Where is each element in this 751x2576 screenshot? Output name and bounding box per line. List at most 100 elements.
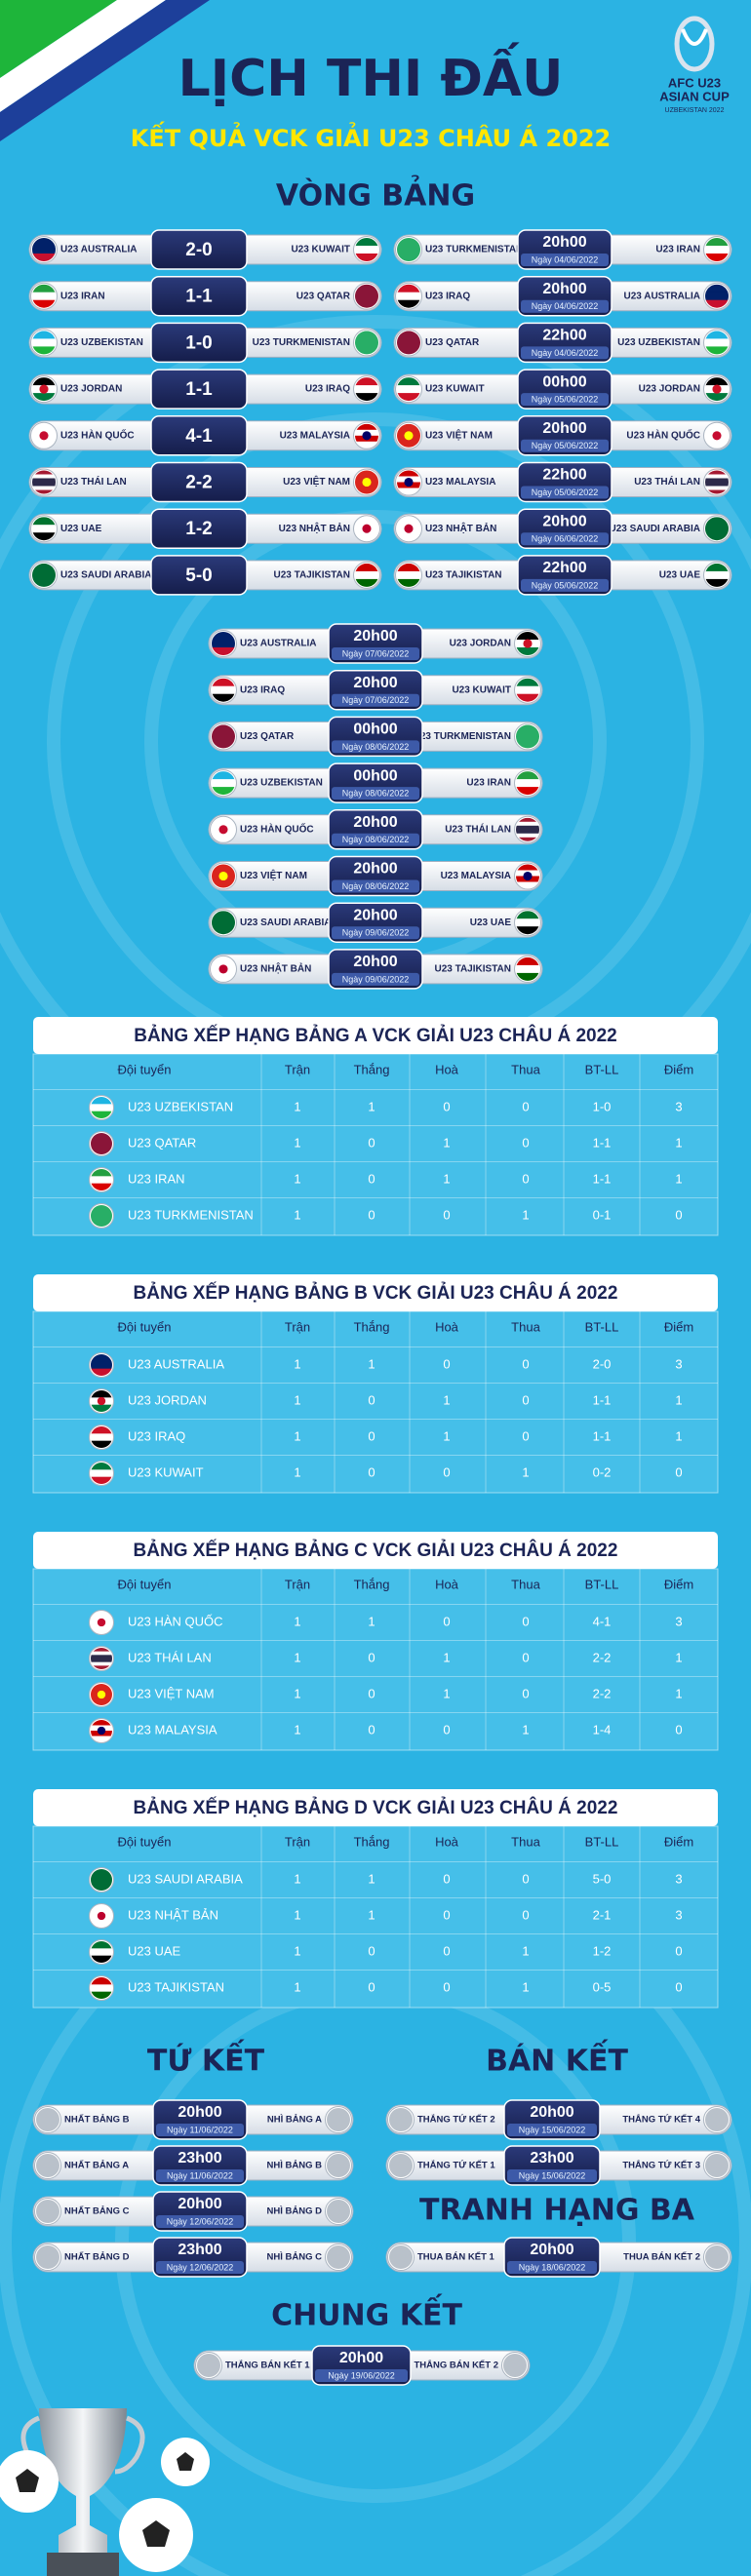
match-time: 20h00 — [353, 628, 397, 644]
column-header: BT-LL — [585, 1577, 619, 1591]
match-date: Ngày 11/06/2022 — [167, 2170, 233, 2180]
flag-stripe — [91, 1661, 112, 1666]
date-strip — [156, 2124, 244, 2136]
date-strip — [521, 346, 609, 360]
date-strip — [156, 2261, 244, 2274]
match-time: 20h00 — [542, 420, 586, 437]
match-time: 20h00 — [178, 2196, 221, 2212]
corner-stripes — [0, 0, 210, 141]
table-cell: 2-2 — [593, 1686, 612, 1700]
flag-stripe — [32, 517, 56, 526]
table-cell: 1 — [443, 1392, 450, 1407]
date-strip — [521, 532, 609, 546]
flag — [355, 423, 378, 448]
flag-stripe — [91, 1169, 112, 1177]
table-cell: 1-1 — [593, 1171, 612, 1186]
table-cell: 0 — [368, 1464, 375, 1479]
home-team: THẮNG BÁN KẾT 1 — [225, 2361, 310, 2371]
away-team: U23 THÁI LAN — [445, 822, 511, 835]
table-cell: 1 — [443, 1135, 450, 1150]
date-strip — [156, 2169, 244, 2182]
table-cell: 1 — [294, 1099, 300, 1113]
logo-line: ASIAN CUP — [659, 89, 730, 103]
table-cell: 1 — [522, 1722, 529, 1737]
away-team: U23 KUWAIT — [452, 684, 511, 695]
table-cell: 0 — [522, 1907, 529, 1922]
flag-stripe — [32, 346, 56, 355]
match: U23 UZBEKISTAN U23 TURKMENISTAN 1-0 — [28, 322, 382, 364]
match: U23 HÀN QUỐC U23 MALAYSIA 4-1 — [28, 415, 382, 456]
flag-stripe — [355, 246, 378, 254]
table-cell: 0 — [368, 1428, 375, 1443]
flag — [516, 771, 539, 796]
round-title: BÁN KẾT — [486, 2040, 628, 2079]
flag-stripe — [355, 284, 378, 308]
flag-stripe — [32, 338, 56, 347]
table-cell: 1 — [522, 1464, 529, 1479]
flag-stripe — [516, 881, 539, 888]
team-name: U23 TURKMENISTAN — [128, 1207, 254, 1222]
match: U23 VIỆT NAM U23 HÀN QUỐC 20h00 Ngày 05/06/… — [393, 415, 732, 456]
flag — [91, 1869, 112, 1891]
flag-stripe — [91, 1176, 112, 1185]
column-header: Trận — [285, 1577, 310, 1591]
flag-stripe — [516, 632, 539, 641]
table-cell: 0 — [675, 1464, 682, 1479]
table-cell: 2-0 — [593, 1356, 612, 1371]
away-team: NHÌ BẢNG B — [267, 2160, 323, 2171]
flag-stripe — [355, 254, 378, 261]
column-header: Điểm — [664, 1062, 693, 1076]
flag-stripe — [705, 377, 729, 386]
flag-placeholder — [327, 2200, 350, 2223]
flag-stripe — [705, 470, 729, 475]
flag — [355, 563, 378, 587]
away-team: U23 TAJIKISTAN — [273, 570, 350, 581]
section-title: VÒNG BẢNG — [276, 176, 475, 214]
column-header: Thua — [511, 1319, 540, 1334]
date-strip — [332, 787, 419, 800]
team-name: U23 KUWAIT — [128, 1464, 204, 1479]
flag — [516, 864, 539, 888]
match-time: 22h00 — [542, 328, 586, 344]
table-title-bar — [33, 1789, 718, 1826]
table-cell: 0 — [443, 1099, 450, 1113]
table-cell: 0 — [368, 1650, 375, 1664]
flag — [212, 911, 235, 935]
match-time: 20h00 — [530, 2242, 573, 2258]
table-cell: 1 — [443, 1428, 450, 1443]
away-team: U23 KUWAIT — [291, 245, 350, 255]
table-cell: 2-2 — [593, 1650, 612, 1664]
flag-placeholder — [197, 2354, 220, 2377]
table-cell: 0 — [522, 1099, 529, 1113]
flag — [516, 817, 539, 841]
flag-stripe — [91, 1469, 112, 1478]
table-cell: 0 — [675, 1722, 682, 1737]
flag-stripe — [705, 346, 729, 355]
flag-stripe — [91, 1720, 112, 1726]
table-cell: 0 — [522, 1428, 529, 1443]
flag-stripe — [91, 1104, 112, 1112]
flag — [91, 1354, 112, 1376]
flag — [397, 331, 420, 355]
standings-table: BẢNG XẾP HẠNG BẢNG C VCK GIẢI U23 CHÂU Á… — [32, 1532, 719, 1751]
flag-emblem — [712, 384, 722, 394]
flag-emblem — [404, 477, 414, 488]
flag — [397, 238, 420, 261]
trophy-and-balls — [0, 2408, 210, 2576]
flag-stripe — [212, 787, 235, 796]
flag — [91, 1720, 112, 1741]
flag — [705, 377, 729, 402]
flag — [397, 423, 420, 448]
team-name: U23 AUSTRALIA — [128, 1356, 224, 1371]
match-date: Ngày 08/06/2022 — [342, 742, 410, 752]
flag — [32, 470, 56, 494]
flag-stripe — [705, 486, 729, 490]
team-name: U23 TAJIKISTAN — [128, 1979, 224, 1994]
match-date: Ngày 08/06/2022 — [342, 788, 410, 798]
column-header: Hoà — [435, 1834, 459, 1849]
match-time: 20h00 — [530, 2104, 573, 2121]
match-date: Ngày 05/06/2022 — [532, 441, 599, 450]
flag-stripe — [516, 956, 539, 966]
table-cell: 1 — [294, 1722, 300, 1737]
table-cell: 1 — [294, 1871, 300, 1886]
